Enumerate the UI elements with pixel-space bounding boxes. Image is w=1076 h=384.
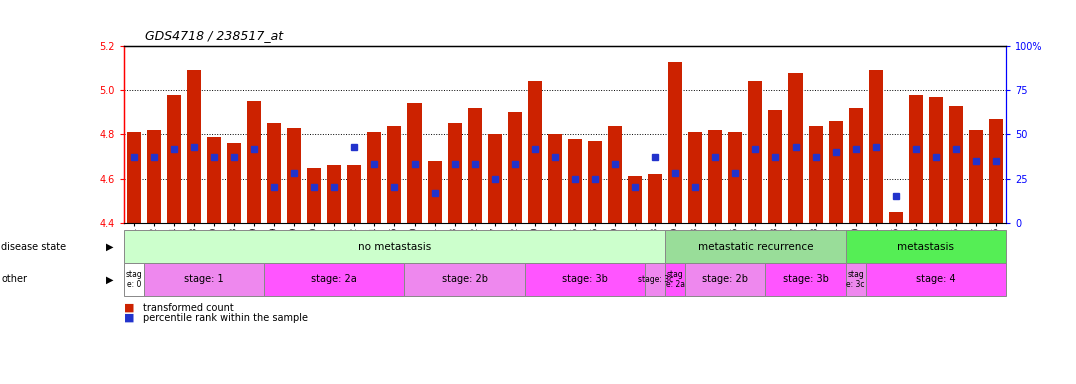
Text: metastatic recurrence: metastatic recurrence xyxy=(697,242,813,252)
Bar xyxy=(808,126,822,223)
Text: stag
e: 3c: stag e: 3c xyxy=(847,270,865,289)
Text: stage: 3b: stage: 3b xyxy=(562,274,608,285)
Bar xyxy=(327,166,341,223)
Bar xyxy=(829,121,843,223)
Bar xyxy=(146,130,160,223)
Bar xyxy=(468,108,482,223)
Text: stag
e: 0: stag e: 0 xyxy=(126,270,142,289)
Text: stage: 2b: stage: 2b xyxy=(441,274,487,285)
Bar xyxy=(749,81,763,223)
Bar xyxy=(668,61,682,223)
Bar xyxy=(568,139,582,223)
Bar xyxy=(187,70,201,223)
Bar xyxy=(167,95,181,223)
Text: transformed count: transformed count xyxy=(143,303,233,313)
Text: other: other xyxy=(1,274,27,285)
Bar xyxy=(768,110,782,223)
Bar xyxy=(608,126,622,223)
Bar xyxy=(267,123,281,223)
Bar xyxy=(708,130,722,223)
Bar xyxy=(889,212,903,223)
Bar xyxy=(348,166,362,223)
Text: stage: 3c: stage: 3c xyxy=(637,275,672,284)
Text: stag
e: 2a: stag e: 2a xyxy=(666,270,684,289)
Text: ▶: ▶ xyxy=(105,242,113,252)
Bar xyxy=(528,81,542,223)
Bar xyxy=(387,126,401,223)
Bar xyxy=(969,130,983,223)
Text: metastasis: metastasis xyxy=(897,242,954,252)
Bar xyxy=(247,101,261,223)
Text: ▶: ▶ xyxy=(105,274,113,285)
Bar xyxy=(648,174,662,223)
Bar xyxy=(287,128,301,223)
Text: stage: 3b: stage: 3b xyxy=(782,274,829,285)
Bar xyxy=(427,161,441,223)
Bar xyxy=(909,95,923,223)
Text: percentile rank within the sample: percentile rank within the sample xyxy=(143,313,308,323)
Text: no metastasis: no metastasis xyxy=(358,242,431,252)
Text: ■: ■ xyxy=(124,313,134,323)
Bar xyxy=(868,70,882,223)
Bar xyxy=(508,113,522,223)
Bar xyxy=(548,134,562,223)
Bar xyxy=(929,97,943,223)
Text: GDS4718 / 238517_at: GDS4718 / 238517_at xyxy=(145,29,283,42)
Text: disease state: disease state xyxy=(1,242,67,252)
Bar xyxy=(949,106,963,223)
Bar xyxy=(628,176,642,223)
Bar xyxy=(308,167,322,223)
Text: stage: 1: stage: 1 xyxy=(184,274,224,285)
Text: ■: ■ xyxy=(124,303,134,313)
Bar xyxy=(689,132,703,223)
Text: stage: 2a: stage: 2a xyxy=(311,274,357,285)
Bar xyxy=(587,141,601,223)
Bar xyxy=(989,119,1003,223)
Bar xyxy=(448,123,462,223)
Text: stage: 4: stage: 4 xyxy=(916,274,955,285)
Bar xyxy=(487,134,501,223)
Bar xyxy=(227,143,241,223)
Bar xyxy=(789,73,803,223)
Bar xyxy=(728,132,742,223)
Bar xyxy=(849,108,863,223)
Bar xyxy=(367,132,381,223)
Bar xyxy=(408,104,422,223)
Bar xyxy=(127,132,141,223)
Bar xyxy=(207,137,221,223)
Text: stage: 2b: stage: 2b xyxy=(703,274,748,285)
